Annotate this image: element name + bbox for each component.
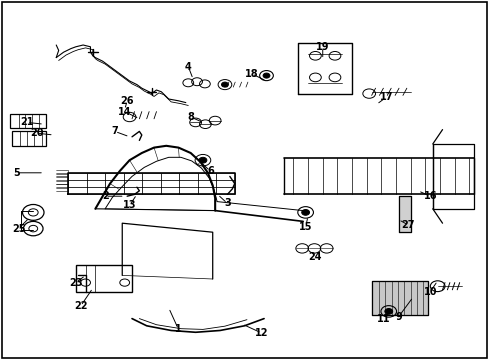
Circle shape xyxy=(384,309,392,314)
Circle shape xyxy=(301,210,309,215)
Text: 25: 25 xyxy=(12,224,25,234)
Text: 3: 3 xyxy=(224,198,230,208)
Text: 4: 4 xyxy=(184,62,191,72)
Text: 21: 21 xyxy=(20,117,34,127)
Text: 14: 14 xyxy=(118,107,131,117)
FancyBboxPatch shape xyxy=(10,114,46,128)
Text: 2: 2 xyxy=(102,191,108,201)
Text: 9: 9 xyxy=(394,312,401,322)
Text: 11: 11 xyxy=(376,314,390,324)
Text: 1: 1 xyxy=(175,324,182,334)
FancyBboxPatch shape xyxy=(76,265,132,292)
Text: 10: 10 xyxy=(423,287,436,297)
Text: 12: 12 xyxy=(254,328,268,338)
Text: 17: 17 xyxy=(379,92,392,102)
Text: 15: 15 xyxy=(298,222,312,232)
Text: 20: 20 xyxy=(30,128,43,138)
Text: 19: 19 xyxy=(315,42,329,52)
Polygon shape xyxy=(371,281,427,315)
Text: 16: 16 xyxy=(423,191,436,201)
Text: 8: 8 xyxy=(187,112,194,122)
Text: 27: 27 xyxy=(401,220,414,230)
Circle shape xyxy=(221,82,228,87)
Text: 23: 23 xyxy=(69,278,82,288)
Text: 7: 7 xyxy=(111,126,118,136)
Text: 26: 26 xyxy=(120,96,134,106)
Circle shape xyxy=(263,73,269,78)
Circle shape xyxy=(199,157,206,163)
Text: 22: 22 xyxy=(74,301,87,311)
Text: 24: 24 xyxy=(308,252,322,262)
Text: 18: 18 xyxy=(244,69,258,79)
FancyBboxPatch shape xyxy=(12,131,46,146)
Polygon shape xyxy=(398,196,410,232)
Text: 6: 6 xyxy=(206,166,213,176)
Text: 5: 5 xyxy=(14,168,20,178)
Text: 13: 13 xyxy=(122,200,136,210)
